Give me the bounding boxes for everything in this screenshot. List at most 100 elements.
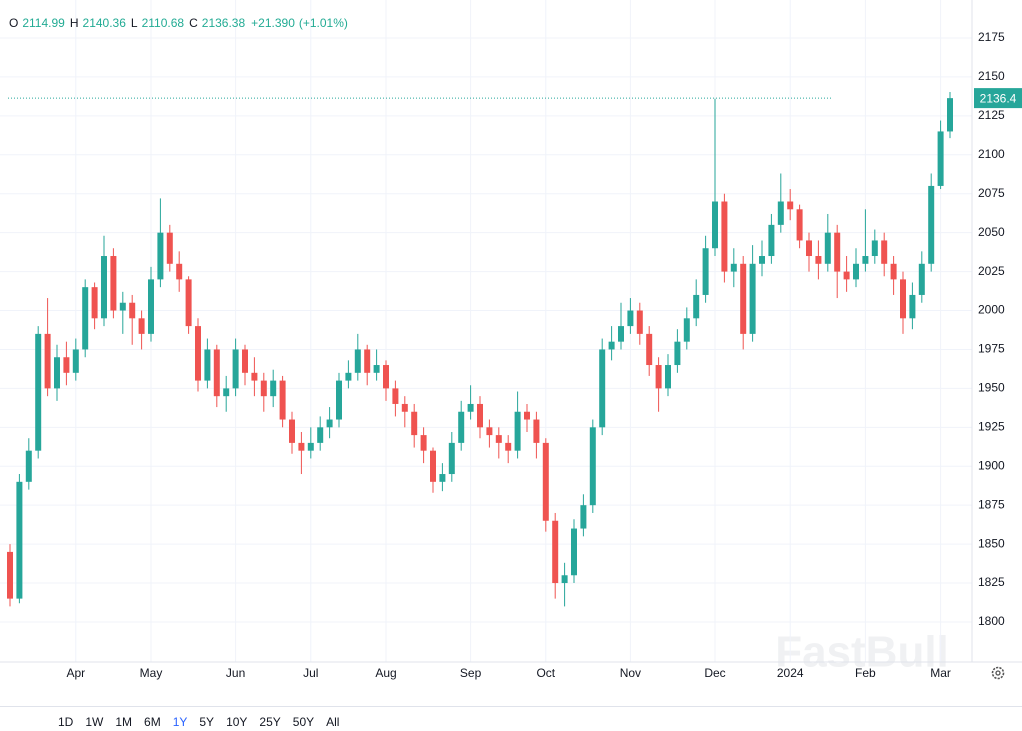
period-button[interactable]: 1Y [172,715,188,729]
candle-body [157,232,164,280]
candle-body [345,372,352,381]
candle-body [900,279,906,319]
y-tick-label: 2100 [978,147,1005,161]
candle-body [138,318,145,334]
period-button[interactable]: 1M [115,715,133,729]
settings-icon[interactable] [991,666,1005,680]
candle-body [110,256,117,311]
change-pct: (+1.01%) [299,16,348,30]
x-tick-label: Aug [375,666,396,680]
candle-body [223,388,230,397]
period-button[interactable]: 5Y [199,715,215,729]
candle-body [54,357,60,389]
ohlc-label: H [70,16,79,30]
period-button[interactable]: 25Y [259,715,281,729]
candle-body [383,365,389,389]
candle-body [693,294,700,319]
candle-body [937,131,944,186]
x-tick-label: Dec [704,666,725,680]
candle-body [35,333,42,451]
candle-body [571,528,577,576]
candle-body [326,419,333,428]
last-price-tag-bg [974,88,1022,109]
x-tick-label: Jul [303,666,318,680]
candle-body [477,403,483,428]
ohlc-label: O [9,16,18,30]
candle-body [646,333,653,366]
candle-body [909,294,916,319]
candle-body [918,263,925,295]
candle-body [354,349,361,373]
y-tick-label: 2150 [978,69,1005,83]
candle-body [63,357,70,373]
candle-body [608,341,615,350]
candle-body [317,427,324,443]
ohlc-value: 2114.99 [22,16,65,30]
y-tick-label: 2000 [978,303,1005,317]
period-button[interactable]: All [326,715,340,729]
candle-body [655,365,662,389]
candle-body [542,442,549,521]
candle-body [420,435,427,451]
candle-body [853,263,859,280]
x-tick-label: Feb [855,666,876,680]
candle-body [307,442,314,451]
candle-body [44,333,51,389]
candle-body [373,365,380,373]
candle-body [505,442,512,451]
candle-body [890,263,897,280]
y-tick-label: 1950 [978,381,1005,395]
candle-body [195,326,201,381]
candle-body [25,450,32,482]
ohlc-label: C [189,16,198,30]
candle-body [533,419,540,443]
candle-body [232,349,239,389]
y-tick-label: 1825 [978,575,1005,589]
gear-inner [995,670,1001,676]
period-selector: 1D 1W 1M 6M 1Y 5Y 10Y 25Y 50Y All [52,713,345,731]
candle-body [627,310,634,327]
divider [0,706,1022,707]
y-tick-label: 2050 [978,225,1005,239]
candle-body [552,520,559,584]
candle-body [129,302,136,319]
candle-body [777,201,784,225]
candle-body [834,232,841,272]
period-button[interactable]: 1W [85,715,104,729]
candle-body [392,388,399,404]
candle-body [796,209,803,241]
candle-body [16,481,23,599]
candle-body [279,380,286,420]
ohlc-value: 2110.68 [142,16,185,30]
period-button[interactable]: 50Y [292,715,315,729]
candle-body [439,474,446,482]
candle-body [119,302,126,311]
period-button[interactable]: 6M [144,715,161,729]
candle-body [768,224,775,257]
candle-body [260,380,267,397]
candle-body [213,349,220,397]
chart: FastBull 1800 1825 1850 1875 1900 1925 1950 1975… [0,0,1022,680]
candle-body [7,551,13,599]
candle-body [759,256,765,264]
candle-body [721,201,728,272]
candle-body [683,318,690,342]
period-button[interactable]: 10Y [226,715,248,729]
candle-body [580,505,587,529]
candle-body [411,411,418,436]
candle-body [815,256,822,264]
x-tick-label: May [140,666,163,680]
candle-body [862,256,869,264]
y-tick-label: 1925 [978,419,1005,433]
candle-body [495,435,502,443]
candle-body [251,372,258,381]
ohlc-value: 2136.38 [202,16,246,30]
candle-body [824,232,831,264]
period-button[interactable]: 1D [58,715,74,729]
y-tick-label: 1900 [978,458,1005,472]
candle-body [712,201,718,249]
candle-body [740,263,747,334]
candle-body [674,341,681,366]
candle-body [91,287,98,319]
